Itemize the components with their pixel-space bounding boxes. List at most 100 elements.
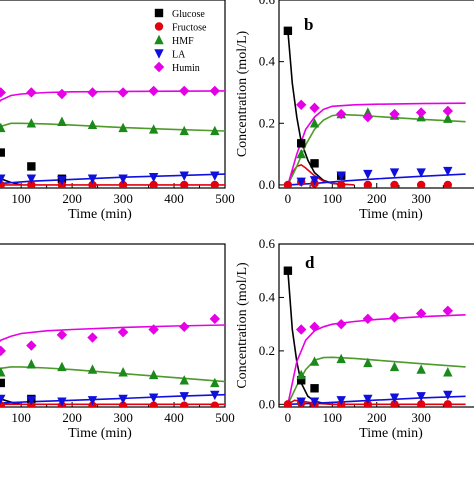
point-la: [416, 392, 426, 402]
point-fructose: [443, 400, 453, 407]
legend-label: Humin: [172, 63, 200, 74]
point-la: [148, 393, 159, 403]
point-glucose: [297, 376, 306, 385]
point-fructose: [118, 401, 128, 407]
legend-label: Fructose: [172, 23, 207, 34]
point-la: [416, 168, 426, 178]
x-tick-label: 100: [11, 191, 31, 206]
point-humin: [389, 312, 400, 323]
y-tick-label: 0.0: [259, 396, 275, 411]
point-fructose: [390, 400, 399, 407]
point-humin: [26, 87, 37, 98]
point-hmf: [0, 122, 6, 133]
point-glucose: [283, 266, 293, 275]
point-glucose: [0, 148, 5, 157]
point-humin: [209, 85, 221, 97]
x-tick-label: 400: [164, 410, 184, 425]
fit-line-la: [287, 173, 466, 186]
fit-line-fructose: [287, 399, 466, 406]
x-tick-label: 200: [62, 191, 82, 206]
point-humin: [362, 313, 374, 325]
x-tick-label: 0: [285, 410, 292, 425]
point-humin: [335, 318, 347, 330]
point-la: [118, 394, 128, 405]
legend-label: LA: [172, 50, 186, 61]
legend-marker-glucose: [154, 8, 164, 18]
x-tick-label: 300: [411, 191, 431, 206]
point-humin: [442, 105, 454, 117]
point-la: [118, 174, 128, 184]
point-hmf: [57, 116, 67, 126]
plot-area: [0, 85, 225, 188]
legend-item: LA: [154, 49, 186, 61]
point-humin: [209, 313, 221, 325]
point-la: [443, 390, 453, 401]
point-fructose: [363, 180, 373, 188]
point-hmf: [296, 148, 306, 159]
point-la: [179, 392, 189, 402]
point-fructose: [149, 401, 158, 407]
fit-line-humin: [0, 90, 225, 103]
point-humin: [179, 321, 190, 333]
point-humin: [296, 99, 307, 110]
fit-line-humin: [0, 324, 225, 343]
legend: Glucose Fructose HMF LA Humin: [153, 8, 207, 74]
point-humin: [87, 332, 98, 343]
point-hmf: [118, 367, 128, 377]
y-tick-label: 0.6: [259, 236, 276, 251]
point-hmf: [309, 356, 320, 366]
point-fructose: [443, 180, 453, 188]
point-humin: [148, 324, 159, 335]
legend-label: Glucose: [172, 9, 205, 20]
point-fructose: [27, 180, 36, 188]
legend-marker-hmf: [154, 34, 164, 45]
point-humin: [362, 111, 374, 123]
point-humin: [389, 108, 400, 120]
y-tick-label: 0.4: [259, 54, 276, 69]
point-hmf: [26, 118, 37, 128]
point-la: [0, 394, 6, 405]
point-hmf: [87, 119, 98, 130]
point-humin: [309, 102, 320, 114]
point-la: [26, 396, 37, 406]
point-hmf: [148, 124, 159, 134]
point-humin: [335, 108, 347, 120]
point-la: [210, 390, 220, 401]
legend-item: Humin: [153, 61, 200, 74]
point-hmf: [443, 367, 453, 377]
y-tick-label: 0.6: [259, 0, 276, 7]
point-la: [148, 173, 159, 183]
point-humin: [117, 326, 129, 338]
point-fructose: [210, 180, 220, 188]
point-fructose: [283, 180, 293, 188]
point-humin: [56, 329, 68, 341]
point-humin: [148, 85, 159, 97]
point-hmf: [118, 122, 128, 133]
point-hmf: [148, 369, 159, 380]
point-humin: [296, 324, 307, 335]
y-tick-label: 0.2: [259, 343, 275, 358]
point-humin: [56, 88, 68, 100]
x-tick-label: 200: [367, 410, 387, 425]
y-tick-label: 0.0: [259, 177, 275, 192]
point-fructose: [283, 400, 293, 407]
point-hmf: [57, 361, 67, 372]
point-fructose: [416, 180, 426, 188]
point-humin: [117, 87, 129, 98]
point-la: [26, 174, 37, 184]
x-tick-label: 100: [323, 410, 343, 425]
point-hmf: [210, 377, 220, 388]
point-glucose: [0, 378, 5, 388]
point-hmf: [336, 353, 346, 364]
point-humin: [0, 345, 6, 357]
x-tick-label: 100: [11, 410, 31, 425]
point-humin: [415, 107, 427, 118]
point-humin: [179, 85, 190, 97]
fit-line-glucose: [0, 176, 22, 186]
point-hmf: [443, 113, 453, 123]
point-glucose: [27, 162, 36, 171]
legend-item: Fructose: [154, 22, 207, 34]
